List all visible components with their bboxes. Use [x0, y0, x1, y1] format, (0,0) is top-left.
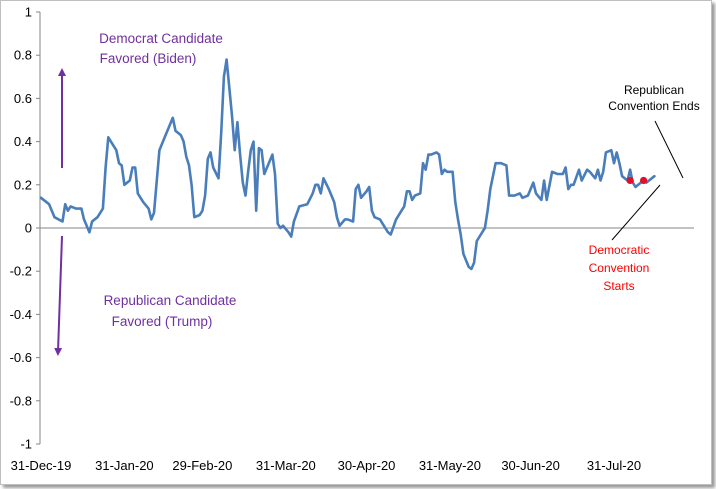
- democrat-label-line1: Democrat Candidate: [99, 31, 223, 46]
- x-tick-label: 31-May-20: [419, 458, 481, 473]
- dem-convention-marker: [626, 176, 634, 185]
- y-tick-label: 0: [25, 221, 32, 236]
- x-tick-label: 31-Jan-20: [95, 458, 154, 473]
- republican-label-line2: Favored (Trump): [112, 314, 213, 329]
- democrat-label-line2: Favored (Biden): [100, 51, 197, 66]
- y-tick-label: 0.2: [14, 177, 32, 192]
- x-tick-label: 30-Apr-20: [338, 458, 396, 473]
- republican-label-line1: Republican Candidate: [104, 293, 237, 308]
- rep-conv-label-line2: Convention Ends: [608, 99, 699, 113]
- y-tick-label: -0.2: [10, 264, 32, 279]
- dem-conv-label-line3: Starts: [603, 279, 634, 293]
- y-tick-label: -0.8: [10, 393, 32, 408]
- x-tick-label: 29-Feb-20: [172, 458, 232, 473]
- x-tick-label: 31-Dec-19: [11, 458, 72, 473]
- y-tick-label: -0.4: [10, 307, 32, 322]
- series-line: [39, 58, 656, 271]
- y-tick-label: -0.6: [10, 350, 32, 365]
- x-tick-label: 31-Jul-20: [587, 458, 641, 473]
- down-arrow-icon: [54, 235, 63, 356]
- dem-conv-label-line1: Democratic: [589, 243, 650, 257]
- rep-convention-marker: [639, 176, 648, 185]
- dem-conv-label-line2: Convention: [589, 261, 650, 275]
- y-tick-label: 0.4: [14, 134, 32, 149]
- rep-conv-leader: [654, 120, 684, 179]
- x-tick-label: 30-Jun-20: [501, 458, 560, 473]
- rep-conv-label-line1: Republican: [624, 83, 684, 97]
- dem-conv-leader: [611, 184, 661, 241]
- y-tick-label: 1: [25, 5, 32, 20]
- y-tick-label: 0.6: [14, 91, 32, 106]
- y-tick-label: 0.8: [14, 48, 32, 63]
- y-tick-label: -1: [20, 437, 32, 452]
- x-tick-label: 31-Mar-20: [256, 458, 316, 473]
